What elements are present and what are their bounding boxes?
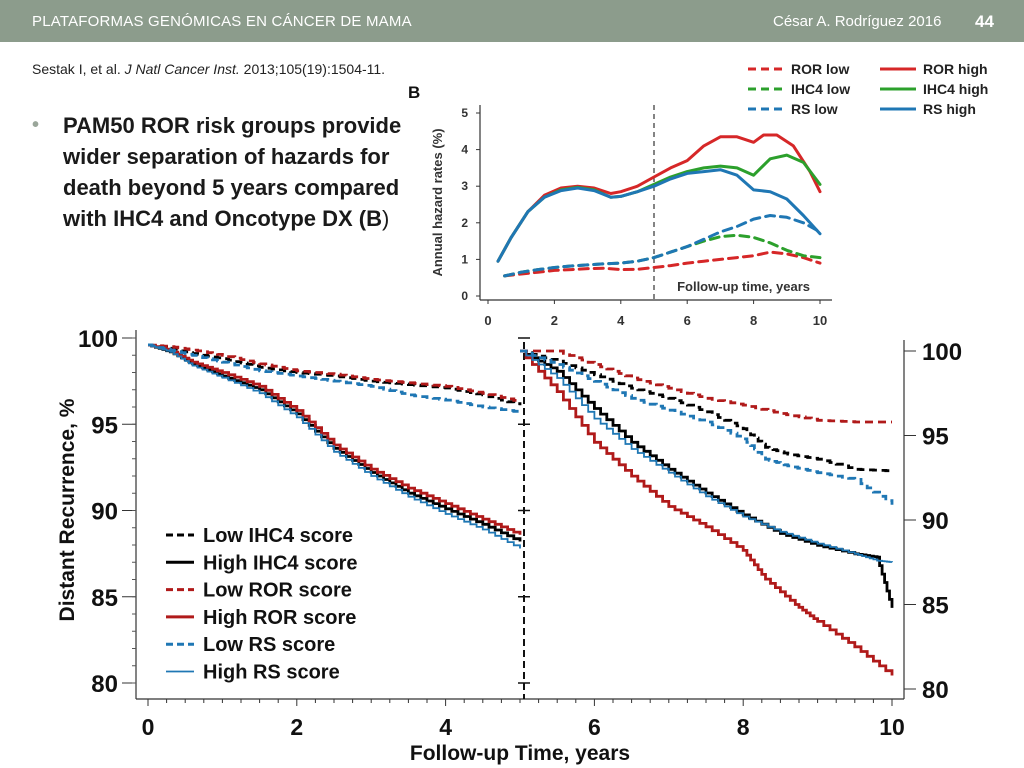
bullet-text: PAM50 ROR risk groups provide wider sepa… (63, 113, 402, 231)
km-curve-high-rs-score-5-10-years (520, 350, 893, 563)
y-axis-label: Annual hazard rates (%) (430, 128, 445, 276)
km-curve-low-rs-score-0-5-years (148, 343, 522, 413)
citation-authors: Sestak I, et al. (32, 61, 125, 77)
hazard-line-rs-low (503, 214, 822, 278)
legend-entry-low-rs-score: Low RS score (203, 634, 335, 656)
x-tick-label: 4 (439, 714, 452, 740)
y-tick-label: 5 (461, 106, 468, 120)
legend-entry-ror-low: ROR low (791, 61, 849, 77)
legend-entry-low-ihc4-score: Low IHC4 score (203, 525, 353, 547)
legend-entry-ihc4-high: IHC4 high (923, 81, 988, 97)
km-curve-low-ror-score-0-5-years (148, 343, 522, 402)
legend-entry-ihc4-low: IHC4 low (791, 81, 850, 97)
km-curve-low-rs-score-5-10-years (520, 349, 894, 505)
km-curve-low-ror-score-5-10-years (520, 349, 892, 424)
legend-entry-high-rs-score: High RS score (203, 662, 340, 684)
right-y-tick-label: 100 (922, 339, 962, 366)
legend-entry-rs-low: RS low (791, 101, 838, 117)
page-number: 44 (975, 12, 994, 31)
legend-entry-ror-high: ROR high (923, 61, 988, 77)
bullet-dot: • (32, 114, 40, 136)
right-y-tick-label: 95 (922, 424, 949, 451)
km-curve-high-rs-score-0-5-years (148, 344, 521, 549)
left-y-tick-label: 80 (91, 671, 118, 698)
x-tick-label: 2 (290, 714, 303, 740)
x-tick-label: 6 (588, 714, 601, 740)
y-tick-label: 1 (461, 252, 468, 266)
hazard-line-ror-low (503, 250, 822, 278)
x-tick-label: 0 (142, 714, 155, 740)
citation-rest: 2013;105(19):1504-11. (239, 61, 386, 77)
km-chart: 0 2 4 6 8 10 Follow-up Time, years 80 85 90 95 100 8… (56, 326, 962, 765)
hazard-line-ror-high (496, 133, 822, 263)
bullet-tail: ) (382, 206, 390, 231)
km-curve-high-ihc4-score-5-10-years (520, 349, 894, 608)
slide-title: PLATAFORMAS GENÓMICAS EN CÁNCER DE MAMA (32, 13, 412, 30)
hazard-line-ihc4-high (496, 153, 822, 263)
legend-entry-rs-high: RS high (923, 101, 976, 117)
legend-entry-high-ror-score: High ROR score (203, 607, 356, 629)
right-y-tick-label: 80 (922, 677, 949, 704)
y-tick-label: 2 (461, 216, 468, 230)
right-y-tick-label: 85 (922, 593, 949, 620)
x-tick-label: 10 (879, 714, 905, 740)
x-tick-label: 0 (484, 313, 491, 328)
y-axis-label: Distant Recurrence, % (56, 398, 79, 621)
left-y-tick-label: 85 (91, 585, 118, 612)
slide-author: César A. Rodríguez 2016 (773, 13, 942, 30)
y-tick-label: 3 (461, 179, 468, 193)
y-tick-label: 0 (461, 289, 468, 303)
x-tick-label: 8 (750, 313, 757, 328)
left-y-tick-label: 100 (78, 326, 118, 353)
km-curve-low-ihc4-score-5-10-years (520, 349, 894, 473)
x-tick-label: 8 (737, 714, 750, 740)
x-tick-label: 6 (684, 313, 691, 328)
citation-journal: J Natl Cancer Inst. (124, 61, 240, 77)
bullet-text-block: PAM50 ROR risk groups provide wider sepa… (63, 110, 402, 234)
x-tick-label: 4 (617, 313, 625, 328)
header-bar: PLATAFORMAS GENÓMICAS EN CÁNCER DE MAMA … (0, 0, 1024, 42)
hazard-chart: B 0 1 2 3 4 5 0 2 4 6 8 10 Annual hazard rates (%) Fol… (408, 61, 988, 328)
legend-entry-low-ror-score: Low ROR score (203, 580, 352, 602)
km-curve-low-ihc4-score-0-5-years (148, 343, 522, 406)
panel-label: B (408, 83, 420, 102)
x-tick-label: 2 (551, 313, 558, 328)
x-axis-label: Follow-up Time, years (410, 742, 630, 765)
y-tick-label: 4 (461, 143, 468, 157)
citation: Sestak I, et al. J Natl Cancer Inst. 201… (32, 61, 385, 77)
bullet-point: • PAM50 ROR risk groups provide wider se… (32, 110, 402, 234)
hazard-line-rs-high (496, 168, 822, 263)
x-axis-label: Follow-up time, years (677, 279, 810, 294)
legend-entry-high-ihc4-score: High IHC4 score (203, 552, 357, 574)
left-y-tick-label: 90 (91, 499, 118, 526)
x-tick-label: 10 (813, 313, 827, 328)
right-y-tick-label: 90 (922, 508, 949, 535)
km-curve-high-ror-score-5-10-years (520, 349, 894, 676)
left-y-tick-label: 95 (91, 412, 118, 439)
